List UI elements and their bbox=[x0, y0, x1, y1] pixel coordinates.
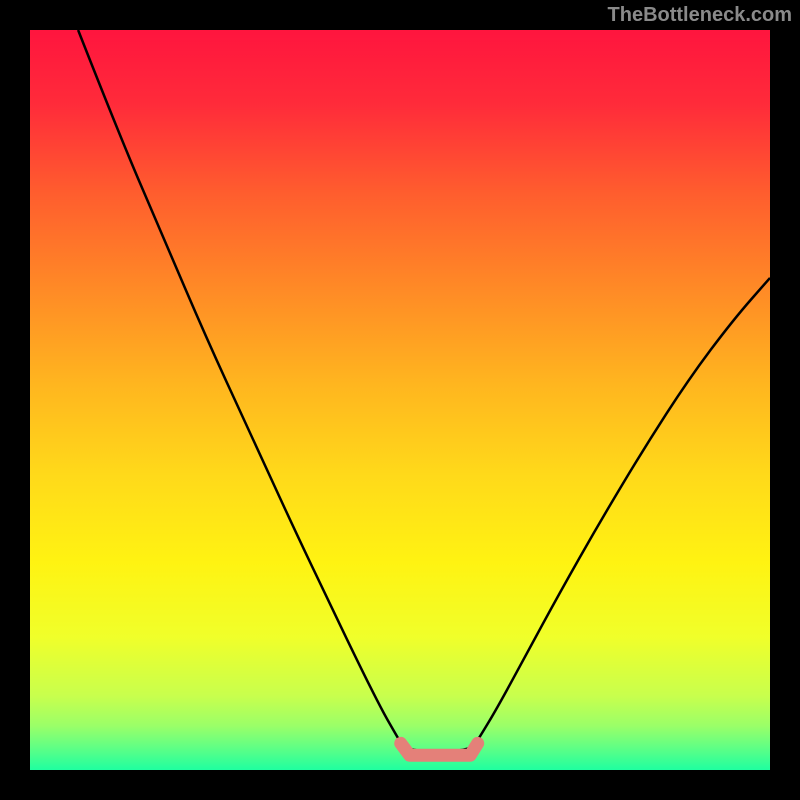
watermark-text: TheBottleneck.com bbox=[608, 4, 792, 27]
chart-container: TheBottleneck.com bbox=[0, 0, 800, 800]
plot-background bbox=[30, 30, 770, 770]
bottleneck-chart bbox=[0, 0, 800, 800]
